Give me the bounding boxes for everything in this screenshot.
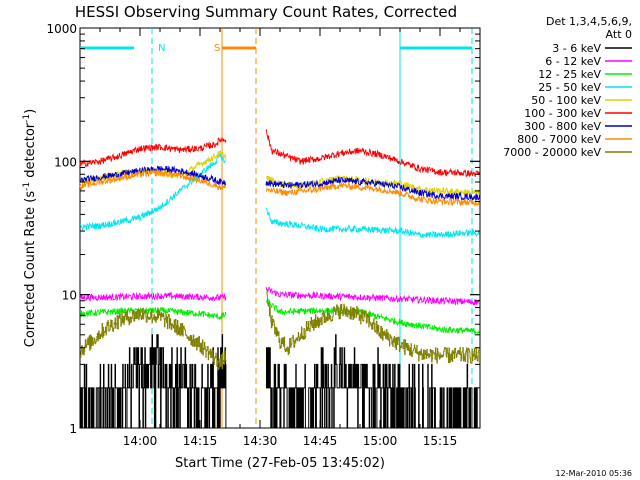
y-axis: 1 10 100 1000 [46, 22, 480, 436]
x-tick-label-5: 15:15 [423, 434, 458, 448]
series-1 [79, 286, 480, 306]
series-5 [79, 129, 481, 178]
legend-label-0: 3 - 6 keV [552, 42, 601, 55]
chart-title: HESSI Observing Summary Count Rates, Cor… [75, 3, 457, 21]
legend-label-1: 6 - 12 keV [545, 55, 601, 68]
y-tick-label-1: 10 [62, 289, 77, 303]
y-axis-label-part1: Corrected Count Rate (s [23, 191, 38, 348]
series-7 [79, 168, 481, 207]
series-line-3-seg1 [265, 207, 480, 239]
marker-label-2: S [214, 43, 220, 54]
series-line-6-seg1 [265, 176, 481, 202]
series-line-7-seg0 [79, 168, 227, 192]
x-tick-label-4: 15:00 [363, 434, 398, 448]
legend-label-2: 12 - 25 keV [538, 68, 601, 81]
x-tick-label-2: 14:30 [243, 434, 278, 448]
legend-label-5: 100 - 300 keV [524, 107, 601, 120]
y-axis-label-sup1: -1 [22, 182, 32, 191]
series-2 [79, 297, 481, 335]
y-tick-label-2: 100 [54, 155, 77, 169]
y-axis-label-part2: detector [23, 122, 38, 182]
series-line-5-seg0 [79, 136, 227, 168]
legend-title-line2: Att 0 [606, 28, 632, 41]
series-line-8-seg0 [80, 308, 227, 371]
series-line-1-seg1 [265, 286, 480, 306]
series-line-5-seg1 [265, 129, 481, 178]
y-axis-label: Corrected Count Rate (s-1 detector-1) [22, 109, 38, 347]
marker-label-0: N [158, 43, 165, 54]
series-line-6-seg0 [79, 165, 227, 186]
series-line-2-seg1 [265, 297, 481, 335]
x-tick-label-0: 14:00 [123, 434, 158, 448]
y-axis-label-part3: ) [23, 109, 38, 114]
series-3 [80, 152, 480, 239]
series-line-0-seg1 [266, 334, 480, 429]
legend-label-6: 300 - 800 keV [524, 120, 601, 133]
legend-label-4: 50 - 100 keV [531, 94, 601, 107]
legend-label-7: 800 - 7000 keV [517, 133, 601, 146]
series-line-0-seg0 [80, 334, 227, 429]
series-0 [80, 334, 480, 429]
series-line-3-seg0 [80, 152, 227, 232]
series-6 [79, 165, 481, 202]
x-tick-label-1: 14:15 [183, 434, 218, 448]
series-8 [80, 288, 481, 371]
y-tick-label-3: 1000 [46, 22, 77, 36]
series-line-8-seg1 [266, 288, 481, 364]
series-layer [79, 129, 481, 429]
series-line-1-seg0 [79, 291, 227, 303]
x-tick-label-3: 14:45 [303, 434, 338, 448]
legend-label-8: 7000 - 20000 keV [503, 146, 601, 159]
y-axis-label-sup2: -1 [22, 114, 32, 123]
legend-label-3: 25 - 50 keV [538, 81, 601, 94]
series-line-2-seg0 [79, 306, 227, 320]
legend-title-line1: Det 1,3,4,5,6,9, [546, 15, 632, 28]
y-tick-label-0: 1 [69, 422, 77, 436]
x-axis: 14:00 14:15 14:30 14:45 15:00 15:15 [79, 28, 481, 448]
x-axis-label: Start Time (27-Feb-05 13:45:02) [175, 456, 385, 471]
series-line-7-seg1 [265, 182, 481, 207]
footer-date: 12-Mar-2010 05:36 [556, 469, 633, 478]
